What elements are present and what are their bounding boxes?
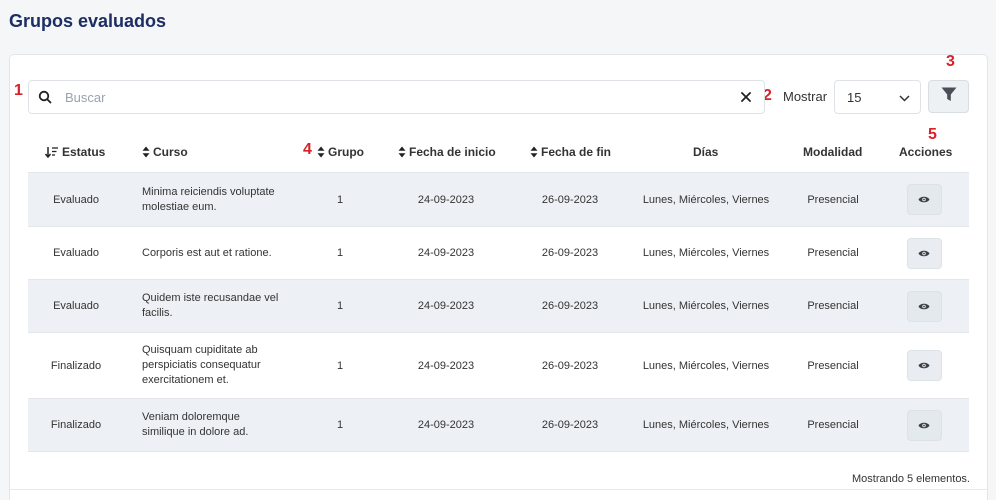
view-button[interactable] [906,184,942,215]
cell-estatus: Evaluado [53,247,99,259]
sort-descending-icon [45,147,58,158]
annotation-marker-5: 5 [928,126,937,143]
eye-icon [918,250,930,256]
view-button[interactable] [906,350,942,381]
view-button[interactable] [906,237,942,269]
annotation-marker-1: 1 [14,82,23,99]
sort-icon [398,146,406,158]
cell-fecha-fin: 26-09-2023 [541,247,599,259]
cell-curso: Quisquam cupiditate ab perspiciatis cons… [142,344,261,386]
results-count: Mostrando 5 elementos. [851,473,970,485]
cell-grupo: 1 [336,193,344,206]
cell-estatus: Evaluado [53,193,99,206]
column-header-curso[interactable]: Curso [142,140,188,164]
close-icon[interactable] [728,92,764,102]
cell-grupo: 1 [336,359,344,372]
cell-fecha-inicio: 24-09-2023 [417,193,475,206]
cell-modalidad: Presencial [807,419,859,431]
cell-fecha-inicio: 24-09-2023 [417,419,475,431]
sort-icon [142,146,150,158]
eye-icon [918,196,930,203]
column-header-estatus[interactable]: Estatus [45,140,105,164]
cell-dias: Lunes, Miércoles, Viernes [642,419,770,431]
cell-curso: Quidem iste recusandae vel facilis. [142,292,279,319]
page-title: Grupos evaluados [9,11,167,31]
cell-fecha-inicio: 24-09-2023 [417,247,475,259]
sort-icon [317,146,325,158]
cell-fecha-fin: 26-09-2023 [541,300,599,312]
cell-dias: Lunes, Miércoles, Viernes [642,247,770,259]
cell-fecha-fin: 26-09-2023 [541,419,599,431]
cell-modalidad: Presencial [807,359,859,372]
cell-grupo: 1 [336,300,344,312]
cell-curso: Corporis est aut et ratione. [142,246,272,259]
cell-dias: Lunes, Miércoles, Viernes [642,300,770,312]
filter-icon [941,87,957,107]
table-row: Evaluado Minima reiciendis voluptate mol… [28,172,969,226]
table-bottom-border [28,451,969,452]
filter-button[interactable] [928,80,969,113]
column-header-grupo[interactable]: Grupo [317,140,364,164]
eye-icon [918,362,930,369]
cell-estatus: Finalizado [50,419,102,431]
cell-modalidad: Presencial [807,300,859,312]
cell-dias: Lunes, Miércoles, Viernes [642,359,770,372]
cell-fecha-fin: 26-09-2023 [541,359,599,372]
chevron-down-icon [899,90,910,105]
cell-dias: Lunes, Miércoles, Viernes [642,193,770,206]
view-button[interactable] [906,290,942,322]
page-size-label: Mostrar [783,89,828,104]
cell-fecha-inicio: 24-09-2023 [417,359,475,372]
eye-icon [918,303,930,309]
cell-fecha-inicio: 24-09-2023 [417,300,475,312]
column-header-dias: Días [693,145,719,159]
cell-estatus: Evaluado [53,300,99,312]
page-size-value: 15 [847,89,862,105]
table-row: Evaluado Quidem iste recusandae vel faci… [28,279,969,332]
cell-curso: Minima reiciendis voluptate molestiae eu… [142,185,275,213]
column-header-fecha-inicio[interactable]: Fecha de inicio [398,140,496,164]
cell-grupo: 1 [336,419,344,431]
annotation-marker-2: 2 [763,87,772,104]
table-row: Finalizado Veniam doloremque similique i… [28,398,969,451]
cell-modalidad: Presencial [807,247,859,259]
cell-curso: Veniam doloremque similique in dolore ad… [142,411,249,438]
card-divider [10,489,987,490]
column-header-fecha-fin[interactable]: Fecha de fin [530,140,611,164]
search-input[interactable] [61,89,728,105]
cell-grupo: 1 [336,247,344,259]
column-header-acciones: Acciones [899,145,953,159]
table-row: Evaluado Corporis est aut et ratione. 1 … [28,226,969,279]
sort-icon [530,146,538,158]
cell-modalidad: Presencial [807,193,859,206]
annotation-marker-3: 3 [946,53,955,70]
cell-fecha-fin: 26-09-2023 [541,193,599,206]
column-header-modalidad: Modalidad [803,145,863,159]
view-button[interactable] [906,409,942,441]
table-header: Estatus Curso Grupo Fecha de inicio Fech… [28,140,969,164]
page-size-select[interactable]: 15 [834,80,921,114]
search-icon [29,90,61,104]
cell-estatus: Finalizado [50,359,102,372]
search-box[interactable] [28,80,765,114]
eye-icon [918,422,930,428]
annotation-marker-4: 4 [303,141,312,158]
table-row: Finalizado Quisquam cupiditate ab perspi… [28,332,969,398]
